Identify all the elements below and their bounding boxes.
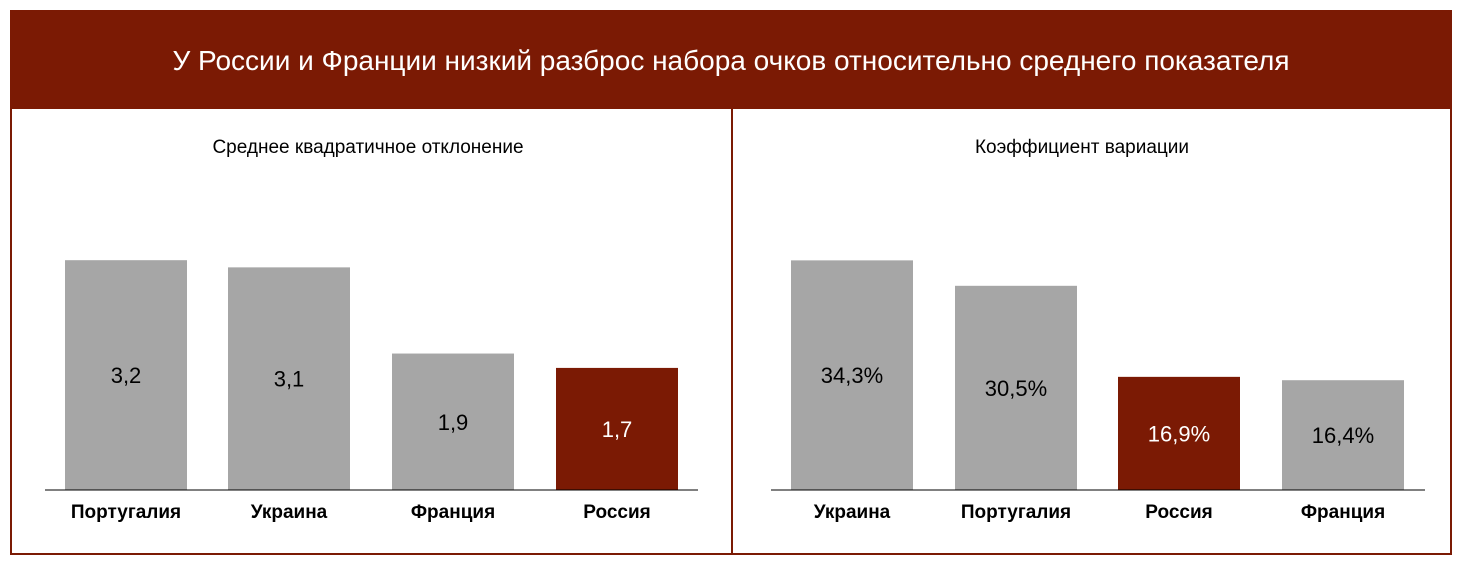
data-label: 34,3% — [821, 363, 883, 388]
data-label: 1,7 — [602, 417, 633, 442]
bar-1 — [791, 260, 913, 490]
chart-panel-2: Коэффициент вариации 34,3% Украина 30,5% Пор… — [771, 137, 1425, 523]
data-label: 1,9 — [438, 410, 469, 435]
category-label: Россия — [1145, 502, 1212, 523]
category-label: Португалия — [961, 502, 1071, 523]
panel-divider — [731, 109, 733, 555]
chart-title: Коэффициент вариации — [975, 137, 1189, 158]
data-label: 30,5% — [985, 376, 1047, 401]
data-label: 16,9% — [1148, 421, 1210, 446]
bar-2 — [228, 267, 350, 490]
bar-2 — [955, 285, 1077, 490]
data-label: 16,4% — [1312, 423, 1374, 448]
category-label: Португалия — [71, 502, 181, 523]
category-label: Франция — [1301, 502, 1385, 523]
page-title: У России и Франции низкий разброс набора… — [12, 12, 1450, 109]
bar-3 — [1118, 376, 1240, 490]
bar-1 — [65, 260, 187, 490]
bar-4 — [556, 367, 678, 490]
bar-4 — [1282, 380, 1404, 490]
bar-3 — [392, 353, 514, 490]
chart-title: Среднее квадратичное отклонение — [212, 137, 523, 158]
data-label: 3,2 — [111, 363, 142, 388]
category-label: Франция — [411, 502, 495, 523]
data-label: 3,1 — [274, 367, 305, 392]
category-label: Украина — [814, 502, 891, 523]
chart-panel-1: Среднее квадратичное отклонение 3,2 Португ… — [45, 137, 698, 523]
category-label: Россия — [583, 502, 650, 523]
category-label: Украина — [251, 502, 328, 523]
